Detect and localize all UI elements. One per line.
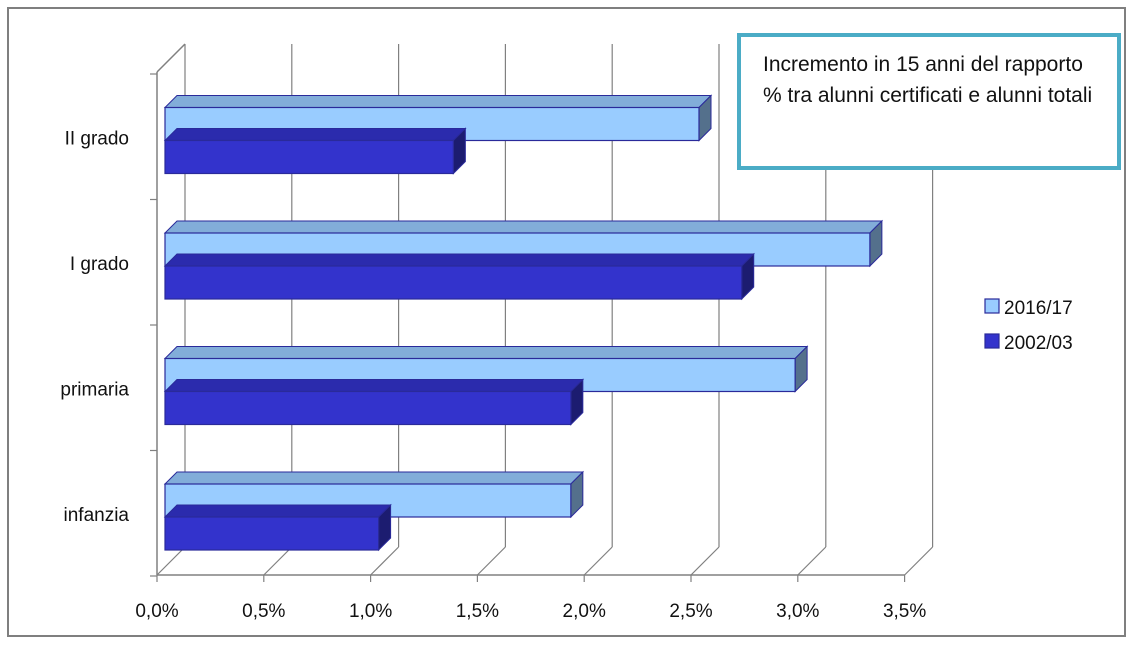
gridline-floor <box>156 546 186 576</box>
category-label: infanzia <box>64 505 130 526</box>
category-label: primaria <box>60 380 129 401</box>
x-tick-label: 2,5% <box>669 601 712 622</box>
bar-front-face <box>164 390 572 426</box>
gridline-floor <box>476 546 506 576</box>
x-tick-label: 0,0% <box>135 601 178 622</box>
bar-top-face <box>163 95 713 108</box>
bar-front-face <box>164 265 743 300</box>
ticks-layer: 0,0% 0,5% 1,0% 1,5% 2,0% 2,5% 3,0% 3,5% <box>135 601 926 622</box>
bar-I-grado-2002-03 <box>163 252 755 301</box>
bar-top-face <box>163 220 884 234</box>
back-wall-edge <box>156 43 186 73</box>
bar-top-face <box>163 471 585 485</box>
category-label: II grado <box>65 129 129 150</box>
gridline-floor <box>370 546 400 576</box>
legend-swatch <box>984 298 1000 314</box>
gridline-floor <box>690 546 720 576</box>
bar-top-face <box>163 379 585 392</box>
category-label: I grado <box>70 254 129 275</box>
gridline-floor <box>263 546 293 576</box>
bar-front-face <box>164 139 454 175</box>
legend-swatch <box>984 333 1000 349</box>
gridline-floor <box>904 546 934 576</box>
bar-top-face <box>163 504 392 518</box>
x-tick-label: 0,5% <box>242 601 285 622</box>
gridline-floor <box>583 546 613 576</box>
bar-top-face <box>163 128 467 141</box>
x-tick-label: 1,0% <box>349 601 392 622</box>
bar-top-face <box>163 346 809 359</box>
legend: 2016/17 2002/03 <box>984 298 1073 354</box>
chart-title: Incremento in 15 anni del rapporto % tra… <box>737 33 1121 170</box>
bar-II-grado-2002-03 <box>163 127 467 175</box>
x-tick-label: 2,0% <box>563 601 606 622</box>
gridline-floor <box>797 546 827 576</box>
bars-layer <box>163 94 884 552</box>
bar-top-face <box>163 253 755 267</box>
x-tick-label: 3,0% <box>776 601 819 622</box>
bar-infanzia-2002-03 <box>163 503 392 552</box>
bar-primaria-2002-03 <box>163 378 585 426</box>
legend-label: 2016/17 <box>1004 298 1073 319</box>
category-labels: infanzia primaria I grado II grado <box>60 129 129 527</box>
x-tick-label: 3,5% <box>883 601 926 622</box>
legend-label: 2002/03 <box>1004 333 1073 354</box>
bar-front-face <box>164 516 380 551</box>
x-tick-label: 1,5% <box>456 601 499 622</box>
bar-infanzia-2016-17 <box>163 470 585 519</box>
